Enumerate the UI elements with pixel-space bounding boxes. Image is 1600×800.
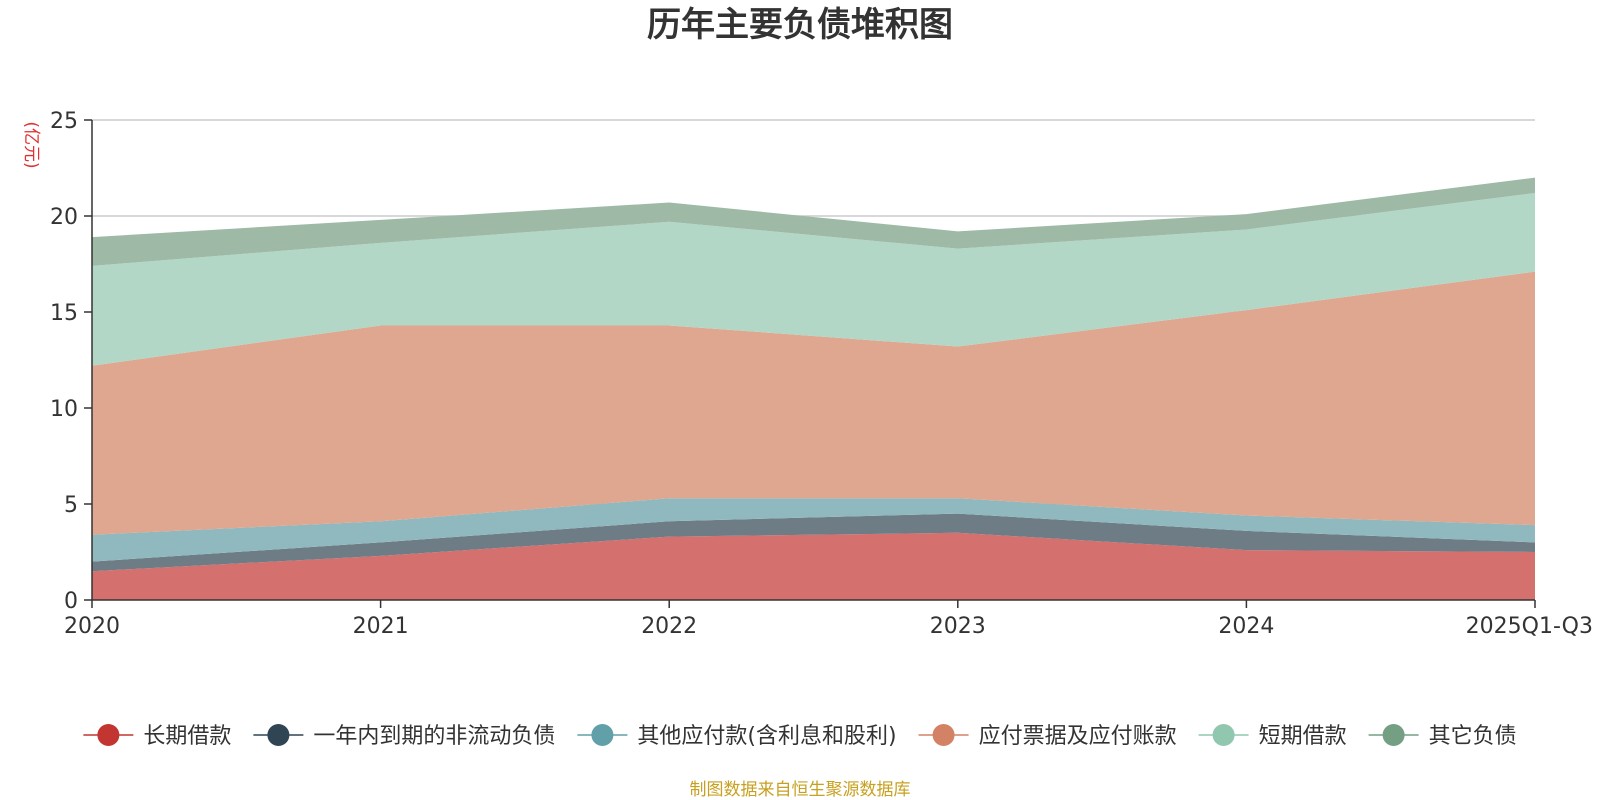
y-axis-unit-label: (亿元) [21, 121, 41, 168]
chart-title: 历年主要负债堆积图 [647, 5, 953, 45]
x-tick-label: 2022 [641, 614, 697, 639]
legend: 长期借款 一年内到期的非流动负债 其他应付款(含利息和股利) 应付票据及应付账款 短期借… [83, 724, 1517, 749]
legend-label: 其它负债 [1429, 724, 1517, 749]
x-tick-label: 2025Q1-Q3 [1466, 614, 1593, 639]
area-series-4 [92, 271, 1535, 535]
x-tick-label: 2021 [353, 614, 409, 639]
y-tick-label: 10 [50, 397, 78, 422]
legend-marker-icon [97, 724, 120, 746]
data-source-note: 制图数据来自恒生聚源数据库 [690, 780, 911, 800]
legend-item-6[interactable]: 其它负债 [1368, 724, 1517, 749]
legend-marker-icon [1212, 724, 1235, 746]
x-tick-label: 2024 [1218, 614, 1274, 639]
legend-item-1[interactable]: 长期借款 [83, 724, 231, 749]
x-tick-label: 2023 [930, 614, 986, 639]
legend-item-2[interactable]: 一年内到期的非流动负债 [253, 724, 555, 749]
area-series-5 [92, 192, 1535, 366]
legend-label: 短期借款 [1259, 724, 1347, 749]
legend-item-4[interactable]: 应付票据及应付账款 [918, 724, 1177, 749]
legend-item-5[interactable]: 短期借款 [1198, 724, 1347, 749]
y-tick-label: 15 [50, 301, 78, 326]
legend-marker-icon [932, 724, 955, 746]
area-series-6 [92, 177, 1535, 266]
y-tick-label: 0 [64, 589, 78, 614]
legend-label: 应付票据及应付账款 [979, 724, 1177, 749]
area-series-3 [92, 498, 1535, 562]
axes: 0 5 10 15 20 25 2020 2021 2022 2023 2024 2025Q1-Q3 [50, 109, 1593, 639]
legend-label: 其他应付款(含利息和股利) [637, 724, 896, 749]
area-series-2 [92, 513, 1535, 572]
legend-marker-icon [267, 724, 290, 746]
x-tick-label: 2020 [64, 614, 120, 639]
legend-item-3[interactable]: 其他应付款(含利息和股利) [577, 724, 897, 749]
legend-marker-icon [591, 724, 614, 746]
area-series-group [92, 177, 1535, 600]
legend-marker-icon [1382, 724, 1405, 746]
y-tick-label: 25 [50, 109, 78, 134]
area-series-1 [92, 532, 1535, 600]
y-tick-label: 5 [64, 493, 78, 518]
y-tick-label: 20 [50, 205, 78, 230]
legend-label: 一年内到期的非流动负债 [313, 724, 555, 749]
legend-label: 长期借款 [143, 724, 231, 749]
